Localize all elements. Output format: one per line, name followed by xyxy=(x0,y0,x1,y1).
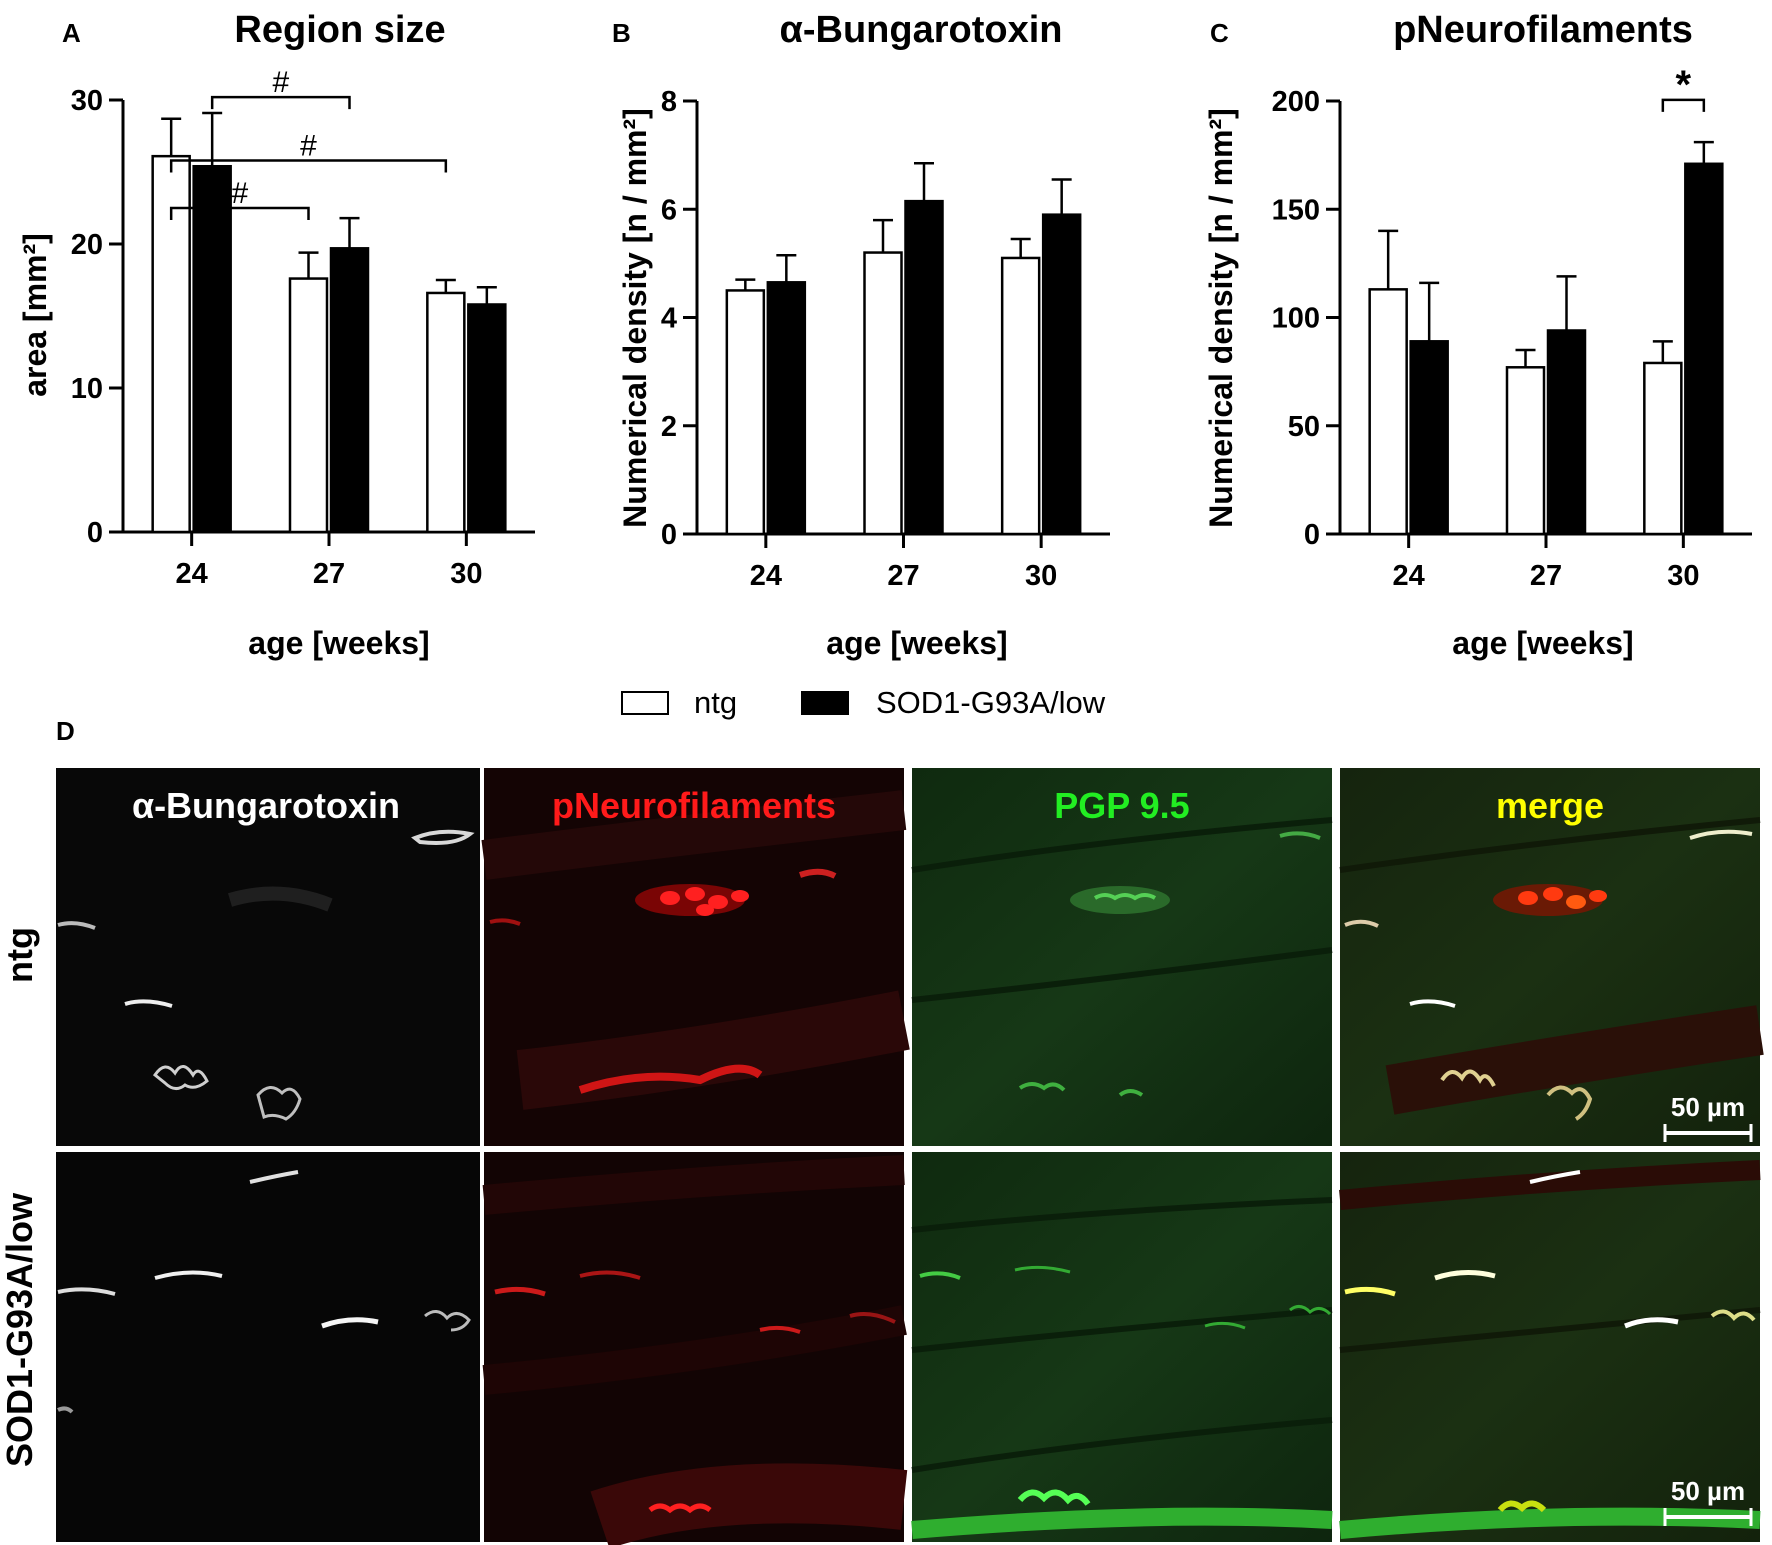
y-tick-label: 2 xyxy=(661,411,677,443)
column-label-pneurofilaments: pNeurofilaments xyxy=(552,785,836,826)
micrograph-sod1-merge: 50 µm xyxy=(1339,1152,1761,1542)
row-label-ntg: ntg xyxy=(0,927,40,983)
x-axis-label: age [weeks] xyxy=(248,625,429,661)
x-axis-label: age [weeks] xyxy=(1452,625,1633,661)
scale-bar-label-sod1: 50 µm xyxy=(1671,1476,1745,1506)
significance-marker: # xyxy=(231,177,248,210)
micrograph-ntg-bungarotoxin: α-Bungarotoxin xyxy=(56,768,480,1146)
legend-swatch-ntg xyxy=(621,691,669,715)
bar xyxy=(1041,213,1082,536)
bar xyxy=(1409,340,1449,536)
panel-label-b: B xyxy=(612,18,631,48)
scale-bar-label-ntg: 50 µm xyxy=(1671,1092,1745,1122)
chart-region-size: Region size 0 10 20 30 24 27 30 age [weeks] area … xyxy=(17,9,535,661)
y-tick-label: 8 xyxy=(661,86,677,118)
significance-marker: # xyxy=(300,129,317,162)
x-tick-label: 27 xyxy=(313,558,345,590)
significance-bracket xyxy=(169,206,310,220)
bar xyxy=(1505,366,1546,536)
legend-label-ntg: ntg xyxy=(694,685,737,720)
y-tick-label: 6 xyxy=(661,194,677,226)
y-tick-label: 100 xyxy=(1272,303,1320,335)
y-axis-label: Numerical density [n / mm²] xyxy=(617,108,653,528)
panel-label-c: C xyxy=(1210,18,1229,48)
chart-title: α-Bungarotoxin xyxy=(780,9,1063,51)
micrograph-grid: ntg SOD1-G93A/low α-Bungarotoxin xyxy=(0,768,1764,1545)
y-tick-label: 0 xyxy=(661,519,677,551)
y-tick-label: 30 xyxy=(71,85,103,117)
column-label-bungarotoxin: α-Bungarotoxin xyxy=(132,785,400,826)
y-tick-label: 0 xyxy=(1304,519,1320,551)
x-tick-label: 30 xyxy=(1025,560,1057,592)
bar xyxy=(863,251,903,536)
bar xyxy=(329,247,370,534)
significance-bracket xyxy=(210,95,351,110)
bar xyxy=(1643,361,1683,536)
column-label-pgp95: PGP 9.5 xyxy=(1054,785,1189,826)
bar xyxy=(288,277,329,534)
significance-bracket xyxy=(1661,98,1706,112)
bar xyxy=(725,289,766,536)
bar xyxy=(904,199,944,536)
micrograph-ntg-merge: merge 50 µm xyxy=(1339,768,1764,1146)
bar xyxy=(467,303,507,534)
significance-marker: # xyxy=(272,66,289,99)
x-tick-label: 24 xyxy=(176,558,208,590)
significance-marker: * xyxy=(1676,63,1692,107)
row-label-sod1: SOD1-G93A/low xyxy=(0,1192,40,1467)
y-tick-label: 50 xyxy=(1288,411,1320,443)
x-tick-label: 27 xyxy=(887,560,919,592)
micrograph-sod1-pneurofilaments xyxy=(482,1152,908,1545)
significance-bracket xyxy=(169,159,448,173)
chart-pneurofilaments: pNeurofilaments 0 50 100 150 200 24 27 30 age [we… xyxy=(1203,9,1752,661)
bar xyxy=(192,164,232,534)
micrograph-sod1-pgp95 xyxy=(911,1152,1333,1542)
x-tick-label: 30 xyxy=(1667,560,1699,592)
micrograph-sod1-bungarotoxin xyxy=(56,1152,480,1542)
bar xyxy=(1684,162,1724,536)
y-tick-label: 150 xyxy=(1272,194,1320,226)
column-label-merge: merge xyxy=(1496,785,1604,826)
x-tick-label: 24 xyxy=(750,560,782,592)
x-tick-label: 24 xyxy=(1393,560,1425,592)
micrograph-ntg-pgp95: PGP 9.5 xyxy=(911,768,1333,1146)
x-axis-label: age [weeks] xyxy=(826,625,1007,661)
micrograph-ntg-pneurofilaments: pNeurofilaments xyxy=(481,768,910,1146)
y-tick-label: 200 xyxy=(1272,86,1320,118)
y-tick-label: 4 xyxy=(661,303,677,335)
panel-label-a: A xyxy=(62,18,81,48)
y-axis-label: area [mm²] xyxy=(17,233,53,397)
panel-label-d: D xyxy=(56,716,75,746)
legend: ntg SOD1-G93A/low xyxy=(621,685,1106,720)
legend-label-sod1: SOD1-G93A/low xyxy=(876,685,1106,720)
y-tick-label: 0 xyxy=(87,517,103,549)
bar xyxy=(1000,256,1041,536)
bar xyxy=(426,291,466,534)
bar xyxy=(766,281,807,536)
y-tick-label: 10 xyxy=(71,373,103,405)
x-tick-label: 27 xyxy=(1530,560,1562,592)
y-axis-label: Numerical density [n / mm²] xyxy=(1203,108,1239,528)
y-tick-label: 20 xyxy=(71,229,103,261)
bar xyxy=(1546,329,1587,536)
chart-title: pNeurofilaments xyxy=(1393,9,1693,51)
chart-title: Region size xyxy=(234,9,445,51)
x-tick-label: 30 xyxy=(450,558,482,590)
bar xyxy=(1368,288,1408,536)
legend-swatch-sod1 xyxy=(801,691,849,715)
